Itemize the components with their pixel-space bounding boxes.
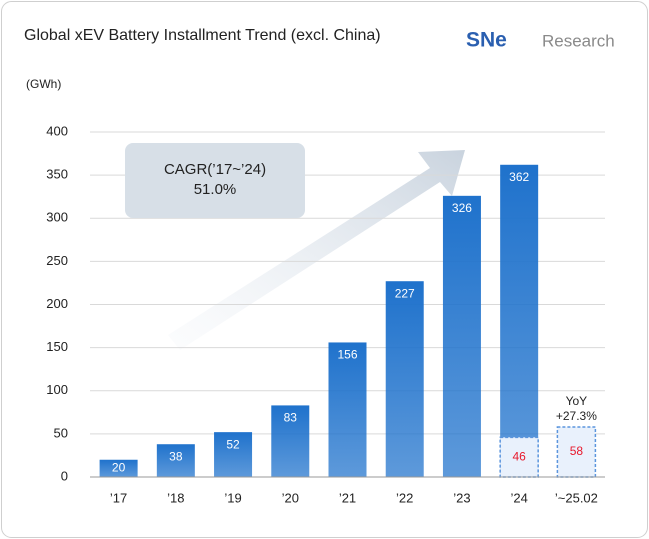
bar (271, 405, 310, 477)
y-tick-label: 150 (46, 339, 68, 354)
x-tick-label: ’~25.02 (555, 490, 598, 505)
y-tick-label: 300 (46, 210, 68, 225)
logo-text: Research (542, 31, 615, 50)
bar (99, 459, 138, 477)
y-axis-label: (GWh) (26, 77, 61, 91)
y-tick-label: 350 (46, 167, 68, 182)
x-tick-label: ’20 (282, 490, 299, 505)
plot: 0 50 100 150 200 250 300 350 400 CAGR(’17~’24) 51.… (46, 123, 605, 505)
value-label: 83 (284, 411, 298, 425)
annotation: CAGR(’17~’24) (164, 161, 266, 178)
x-tick-label: ’23 (453, 490, 470, 505)
x-tick-label: ’19 (224, 490, 241, 505)
logo-mark: SNe (466, 29, 507, 52)
trend-arrow (168, 150, 465, 350)
annotation: +27.3% (556, 409, 597, 423)
y-tick-label: 0 (61, 468, 68, 483)
annotation: YoY (566, 394, 588, 408)
annotation: 51.0% (194, 181, 237, 198)
value-label: 52 (226, 437, 240, 451)
x-tick-label: ’18 (167, 490, 184, 505)
bar (500, 164, 539, 477)
annotation-box (125, 143, 305, 218)
x-tick-label: ’22 (396, 490, 413, 505)
value-label: 227 (395, 286, 415, 300)
bar (442, 195, 481, 477)
x-tick-label: ’17 (110, 490, 127, 505)
value-label: 46 (512, 449, 526, 463)
x-tick-label: ’21 (339, 490, 356, 505)
value-label: 326 (452, 201, 472, 215)
value-label: 38 (169, 449, 183, 463)
y-tick-label: 200 (46, 296, 68, 311)
y-tick-label: 400 (46, 123, 68, 138)
x-tick-label: ’24 (510, 490, 527, 505)
value-label: 156 (337, 348, 357, 362)
bar (156, 444, 195, 477)
bar (328, 342, 367, 477)
value-label: 58 (570, 444, 584, 458)
y-tick-label: 50 (54, 425, 68, 440)
y-tick-label: 250 (46, 253, 68, 268)
y-tick-label: 100 (46, 382, 68, 397)
value-label: 362 (509, 170, 529, 184)
bar (214, 432, 253, 477)
bar (385, 281, 424, 477)
value-label: 20 (112, 461, 126, 475)
chart-title: Global xEV Battery Installment Trend (ex… (24, 27, 381, 44)
